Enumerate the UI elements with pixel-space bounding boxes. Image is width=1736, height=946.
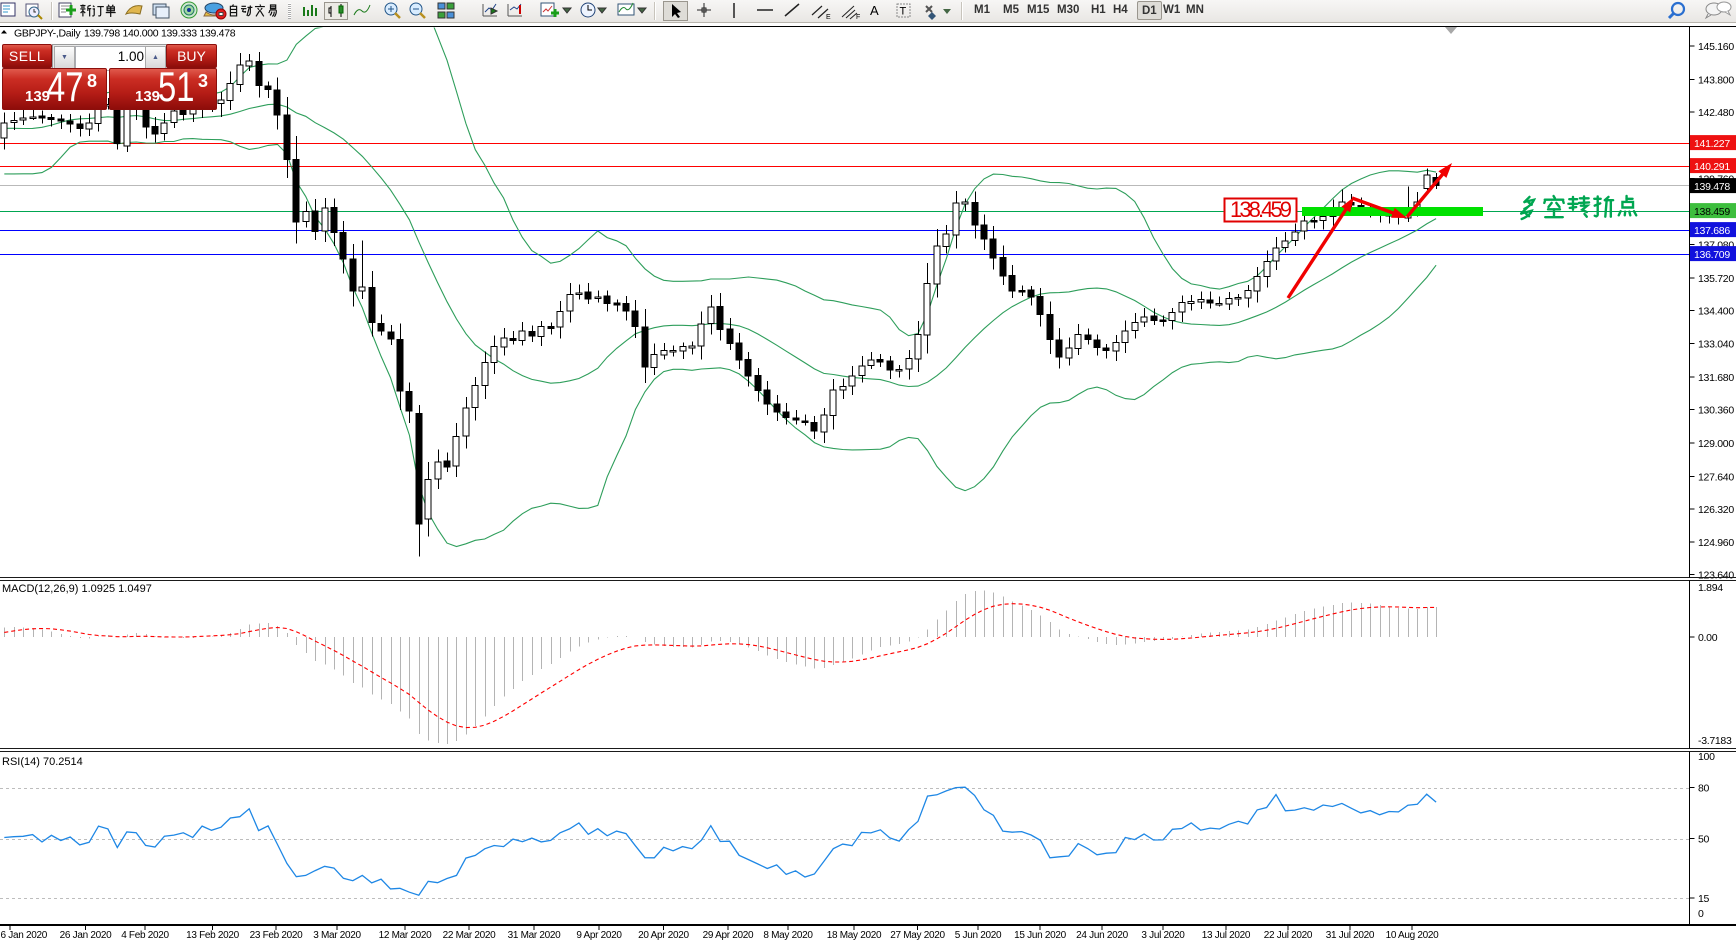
svg-text:139.798 140.000 139.333 139.47: 139.798 140.000 139.333 139.478 — [84, 28, 236, 40]
svg-text:24 Jun 2020: 24 Jun 2020 — [1076, 930, 1128, 941]
svg-text:129.000: 129.000 — [1698, 438, 1734, 450]
svg-text:31 Jul 2020: 31 Jul 2020 — [1326, 930, 1375, 941]
svg-text:GBPJPY-,Daily: GBPJPY-,Daily — [14, 28, 81, 40]
svg-text:131.680: 131.680 — [1698, 372, 1734, 384]
svg-text:143.800: 143.800 — [1698, 74, 1734, 86]
svg-text:MACD(12,26,9) 1.0925 1.0497: MACD(12,26,9) 1.0925 1.0497 — [2, 583, 152, 595]
svg-text:5 Jun 2020: 5 Jun 2020 — [955, 930, 1002, 941]
svg-text:T: T — [900, 6, 907, 18]
svg-text:18 May 2020: 18 May 2020 — [827, 930, 882, 941]
svg-text:29 Apr 2020: 29 Apr 2020 — [703, 930, 754, 941]
svg-text:15 Jun 2020: 15 Jun 2020 — [1014, 930, 1066, 941]
svg-text:136.709: 136.709 — [1694, 249, 1730, 261]
svg-text:3 Jul 2020: 3 Jul 2020 — [1141, 930, 1185, 941]
svg-text:23 Feb 2020: 23 Feb 2020 — [250, 930, 304, 941]
svg-text:22 Jul 2020: 22 Jul 2020 — [1264, 930, 1313, 941]
svg-text:-3.7183: -3.7183 — [1698, 735, 1732, 747]
svg-text:137.686: 137.686 — [1694, 225, 1730, 237]
svg-text:RSI(14) 70.2514: RSI(14) 70.2514 — [2, 756, 83, 768]
svg-text:0: 0 — [1698, 908, 1704, 920]
svg-text:139.478: 139.478 — [1694, 181, 1730, 193]
svg-text:1.894: 1.894 — [1698, 582, 1723, 594]
svg-text:141.227: 141.227 — [1694, 138, 1730, 150]
svg-text:100: 100 — [1698, 751, 1715, 763]
svg-text:8 May 2020: 8 May 2020 — [763, 930, 813, 941]
svg-text:10 Aug 2020: 10 Aug 2020 — [1386, 930, 1440, 941]
svg-text:138.459: 138.459 — [1694, 206, 1730, 218]
svg-text:4 Feb 2020: 4 Feb 2020 — [121, 930, 169, 941]
svg-text:142.480: 142.480 — [1698, 107, 1734, 119]
svg-text:31 Mar 2020: 31 Mar 2020 — [508, 930, 562, 941]
svg-text:9 Apr 2020: 9 Apr 2020 — [576, 930, 622, 941]
svg-text:15: 15 — [1698, 893, 1710, 905]
svg-text:26 Jan 2020: 26 Jan 2020 — [60, 930, 112, 941]
svg-text:F: F — [856, 14, 860, 21]
svg-text:127.640: 127.640 — [1698, 471, 1734, 483]
svg-text:E: E — [826, 14, 831, 21]
svg-text:124.960: 124.960 — [1698, 537, 1734, 549]
svg-text:133.040: 133.040 — [1698, 339, 1734, 351]
svg-text:3 Mar 2020: 3 Mar 2020 — [313, 930, 361, 941]
svg-text:80: 80 — [1698, 783, 1710, 795]
svg-text:20 Apr 2020: 20 Apr 2020 — [638, 930, 689, 941]
svg-text:123.640: 123.640 — [1698, 570, 1734, 582]
svg-text:134.400: 134.400 — [1698, 305, 1734, 317]
svg-text:50: 50 — [1698, 834, 1710, 846]
svg-text:0.00: 0.00 — [1698, 632, 1718, 644]
svg-text:22 Mar 2020: 22 Mar 2020 — [443, 930, 497, 941]
svg-text:6 Jan 2020: 6 Jan 2020 — [1, 930, 48, 941]
svg-text:13 Jul 2020: 13 Jul 2020 — [1202, 930, 1251, 941]
svg-text:140.291: 140.291 — [1694, 161, 1730, 173]
svg-text:138.459: 138.459 — [1230, 197, 1292, 222]
svg-text:A: A — [870, 3, 879, 18]
svg-text:145.160: 145.160 — [1698, 41, 1734, 53]
svg-text:135.720: 135.720 — [1698, 273, 1734, 285]
svg-text:13 Feb 2020: 13 Feb 2020 — [186, 930, 240, 941]
svg-text:126.320: 126.320 — [1698, 504, 1734, 516]
svg-text:27 May 2020: 27 May 2020 — [890, 930, 945, 941]
svg-text:130.360: 130.360 — [1698, 405, 1734, 417]
svg-text:12 Mar 2020: 12 Mar 2020 — [379, 930, 433, 941]
